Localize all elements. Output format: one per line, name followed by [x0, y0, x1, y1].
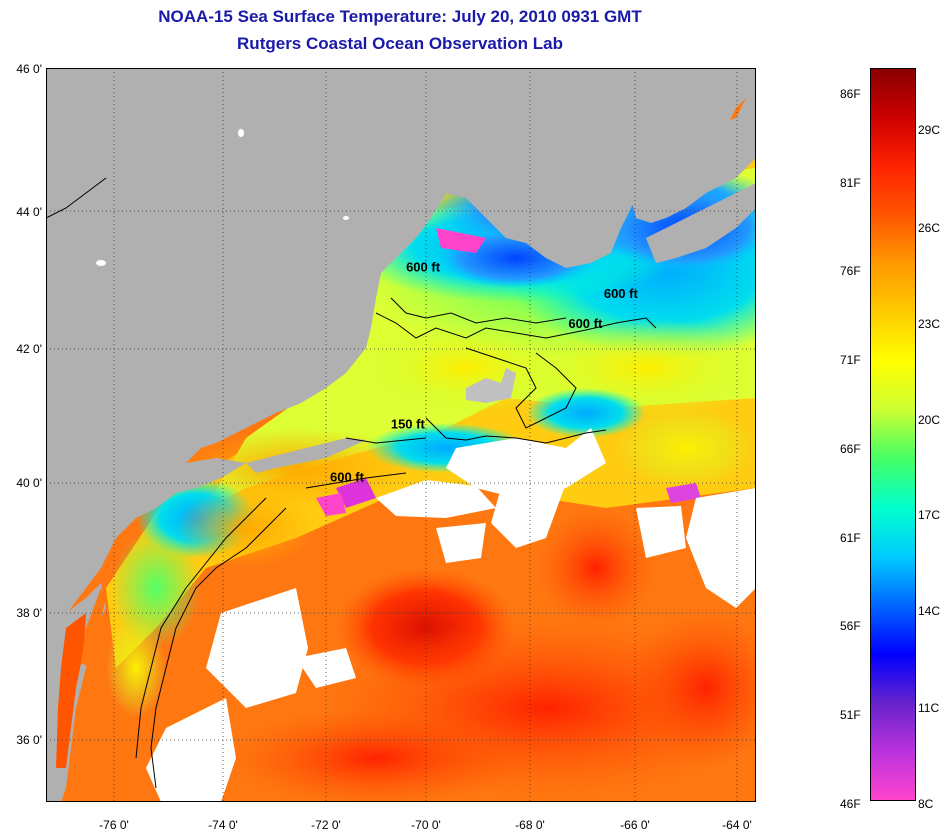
colorbar-label-8c: 8C: [918, 797, 934, 811]
lon-label-64: -64 0': [722, 818, 752, 832]
lon-label-70: -70 0': [411, 818, 441, 832]
colorbar-label-66f: 66F: [840, 442, 861, 456]
lon-label-72: -72 0': [311, 818, 341, 832]
map-subtitle: Rutgers Coastal Ocean Observation Lab: [237, 34, 563, 53]
colorbar-label-71f: 71F: [840, 353, 861, 367]
lon-label-76: -76 0': [99, 818, 129, 832]
lat-label-38: 38 0': [16, 606, 42, 620]
colorbar-label-81f: 81F: [840, 176, 861, 190]
colorbar-label-26c: 26C: [918, 221, 941, 235]
colorbar-label-23c: 23C: [918, 317, 941, 331]
colorbar-label-76f: 76F: [840, 264, 861, 278]
colorbar-label-46f: 46F: [840, 797, 861, 811]
lon-label-74: -74 0': [208, 818, 238, 832]
colorbar-label-51f: 51F: [840, 708, 861, 722]
lat-label-44: 44 0': [16, 205, 42, 219]
lat-label-46: 46 0': [16, 62, 42, 76]
colorbar-label-56f: 56F: [840, 619, 861, 633]
colorbar-label-17c: 17C: [918, 508, 941, 522]
map-frame: [46, 68, 756, 802]
temperature-colorbar: [870, 68, 916, 801]
colorbar-label-61f: 61F: [840, 531, 861, 545]
lon-label-68: -68 0': [515, 818, 545, 832]
contour-label: 600 ft: [604, 286, 639, 301]
contour-label: 150 ft: [391, 416, 426, 431]
lakes: [96, 129, 349, 266]
colorbar-label-20c: 20C: [918, 413, 941, 427]
chesapeake-bay: [56, 588, 106, 768]
lat-label-42: 42 0': [16, 342, 42, 356]
colorbar-label-14c: 14C: [918, 604, 941, 618]
colorbar-label-11c: 11C: [918, 701, 940, 715]
lon-label-66: -66 0': [620, 818, 650, 832]
lat-label-40: 40 0': [16, 476, 42, 490]
colorbar-label-29c: 29C: [918, 123, 941, 137]
contour-label: 600 ft: [406, 260, 441, 275]
bathymetry-contours: [46, 177, 657, 789]
contour-label: 600 ft: [330, 470, 365, 485]
lat-label-36: 36 0': [16, 733, 42, 747]
map-title: NOAA-15 Sea Surface Temperature: July 20…: [158, 7, 642, 26]
contour-label: 600 ft: [568, 316, 603, 331]
colorbar-label-86f: 86F: [840, 87, 861, 101]
